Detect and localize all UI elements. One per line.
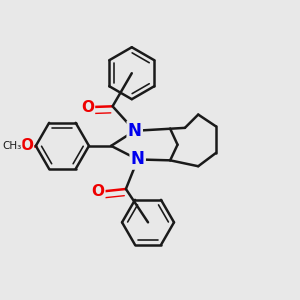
Text: O: O xyxy=(81,100,94,115)
Text: N: N xyxy=(128,122,142,140)
Text: O: O xyxy=(20,138,33,153)
Text: O: O xyxy=(91,184,104,200)
Text: CH₃: CH₃ xyxy=(3,141,22,151)
Text: N: N xyxy=(131,150,145,168)
